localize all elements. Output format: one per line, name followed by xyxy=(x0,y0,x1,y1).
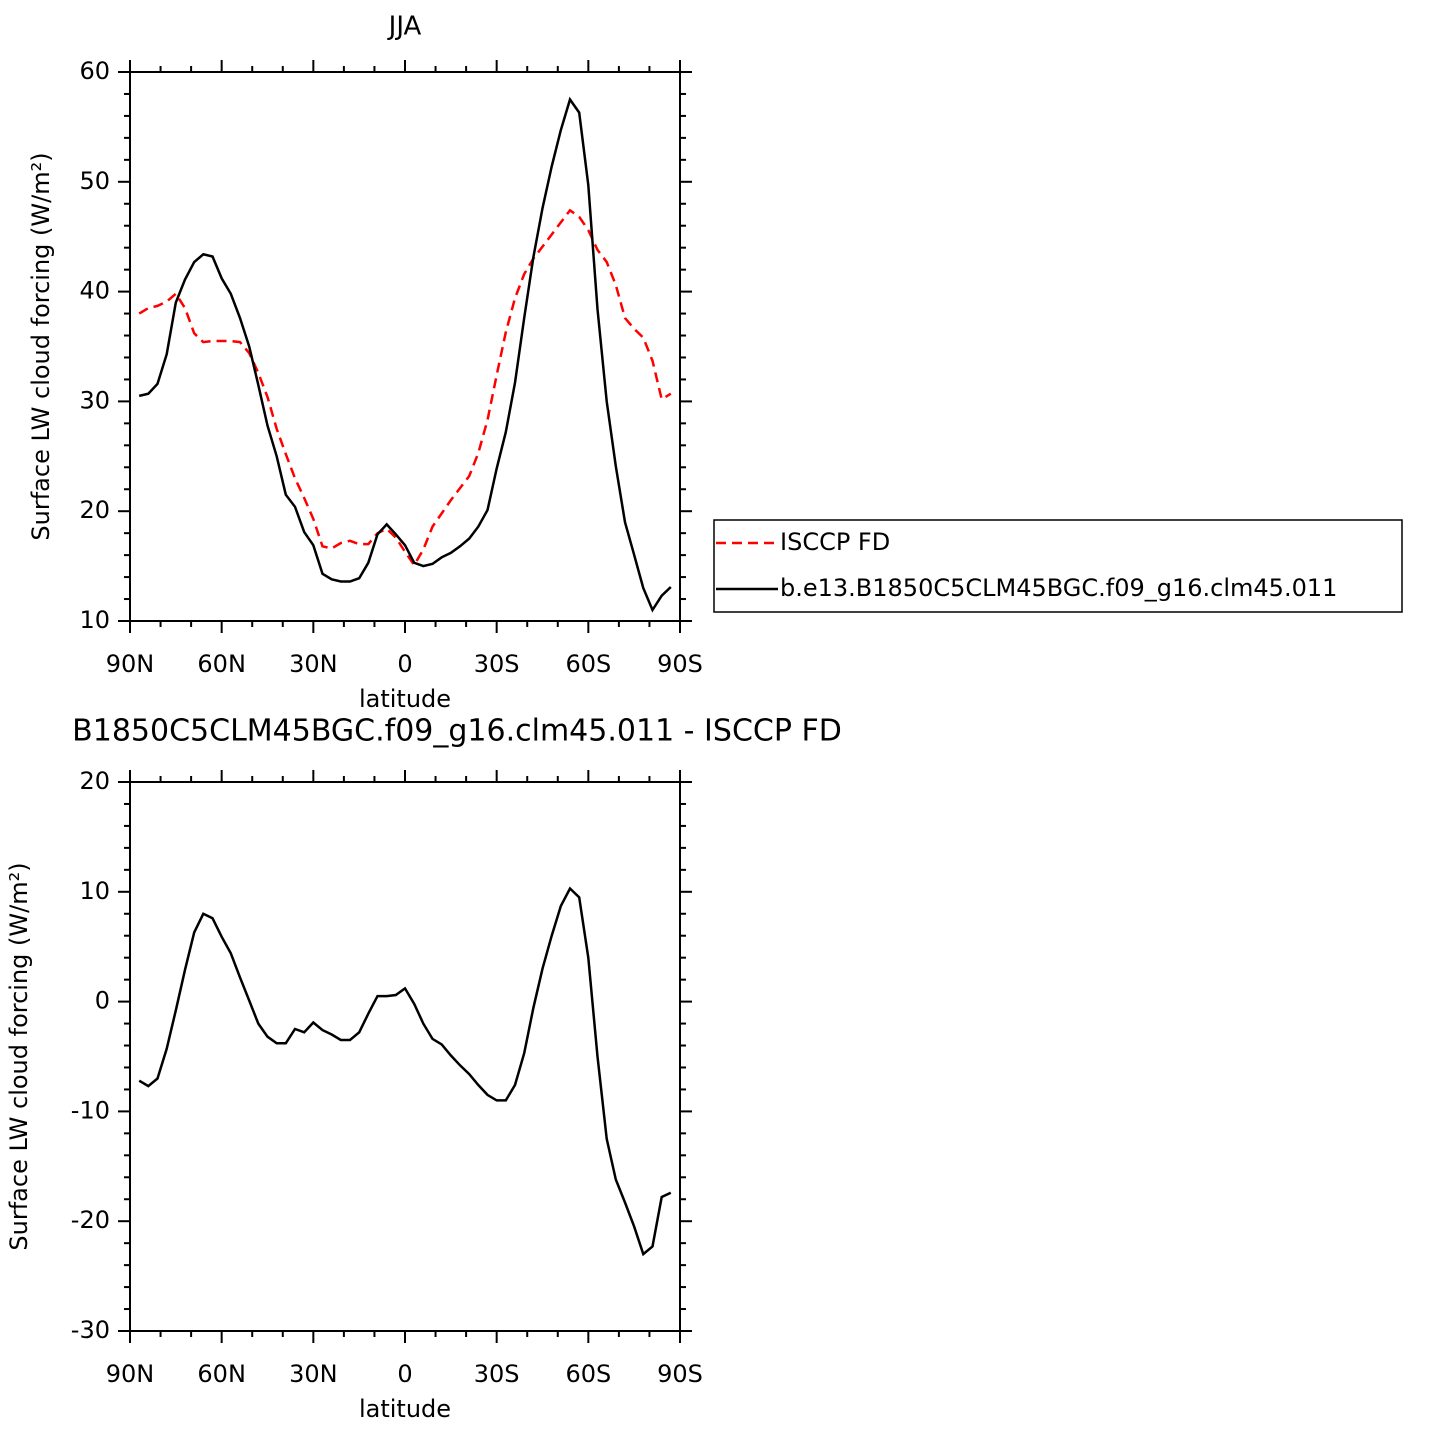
x-tick-label: 60N xyxy=(197,1360,246,1388)
plot-frame xyxy=(129,71,681,622)
data-line xyxy=(138,208,672,568)
x-axis-label: latitude xyxy=(359,685,451,713)
x-tick-label: 30N xyxy=(289,650,338,678)
y-tick-label: 10 xyxy=(79,606,110,634)
legend-label: ISCCP FD xyxy=(780,528,890,556)
y-tick-label: 20 xyxy=(79,767,110,795)
x-tick-label: 60S xyxy=(565,650,611,678)
x-tick-label: 60S xyxy=(565,1360,611,1388)
y-axis-label: Surface LW cloud forcing (W/m²) xyxy=(27,152,55,540)
x-axis-label: latitude xyxy=(359,1395,451,1423)
x-tick-label: 30N xyxy=(289,1360,338,1388)
data-line xyxy=(138,886,672,1257)
plot-frame xyxy=(129,781,681,1332)
data-line xyxy=(138,96,672,613)
y-tick-label: 0 xyxy=(95,987,110,1015)
y-tick-label: -10 xyxy=(71,1096,110,1124)
x-tick-label: 90N xyxy=(106,1360,155,1388)
chart-title: B1850C5CLM45BGC.f09_g16.clm45.011 - ISCC… xyxy=(72,714,842,749)
legend-label: b.e13.B1850C5CLM45BGC.f09_g16.clm45.011 xyxy=(780,574,1337,602)
y-tick-label: 60 xyxy=(79,57,110,85)
y-tick-label: 50 xyxy=(79,167,110,195)
y-tick-label: 30 xyxy=(79,386,110,414)
legend-box xyxy=(713,519,1403,613)
x-tick-label: 90N xyxy=(106,650,155,678)
chart-title: JJA xyxy=(387,12,422,42)
x-tick-label: 0 xyxy=(397,650,412,678)
x-tick-label: 30S xyxy=(474,1360,520,1388)
x-tick-label: 30S xyxy=(474,650,520,678)
y-tick-label: 10 xyxy=(79,877,110,905)
x-tick-label: 90S xyxy=(657,1360,703,1388)
y-tick-label: 20 xyxy=(79,496,110,524)
y-tick-label: 40 xyxy=(79,277,110,305)
x-tick-label: 90S xyxy=(657,650,703,678)
y-axis-label: Surface LW cloud forcing (W/m²) xyxy=(5,862,33,1250)
y-tick-label: -30 xyxy=(71,1316,110,1344)
x-tick-label: 60N xyxy=(197,650,246,678)
x-tick-label: 0 xyxy=(397,1360,412,1388)
y-tick-label: -20 xyxy=(71,1206,110,1234)
